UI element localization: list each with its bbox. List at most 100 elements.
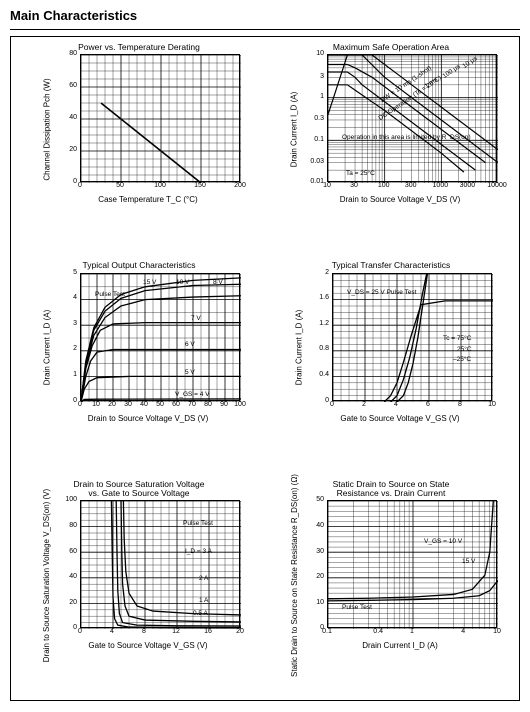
x-tick-label: 100 bbox=[150, 182, 170, 189]
x-tick-label: 8 bbox=[450, 401, 470, 408]
chart-area: Channel Dissipation Pch (W)0204060800501… bbox=[38, 54, 240, 204]
x-tick-label: 0.4 bbox=[368, 628, 388, 635]
x-tick-label: 10000 bbox=[487, 182, 507, 189]
x-tick-label: 50 bbox=[110, 182, 130, 189]
y-axis-label: Drain Current I_D (A) bbox=[43, 310, 52, 386]
y-tick-label: 0.03 bbox=[304, 158, 324, 165]
chart-annotation: 8 V bbox=[213, 280, 223, 287]
y-tick-label: 0.8 bbox=[309, 345, 329, 352]
y-tick-label: 1 bbox=[57, 371, 77, 378]
y-tick-label: 10 bbox=[304, 599, 324, 606]
y-tick-label: 20 bbox=[57, 599, 77, 606]
y-tick-label: 80 bbox=[57, 50, 77, 57]
series-line bbox=[123, 501, 241, 615]
plot-box: Operation in this area is limited by R_D… bbox=[327, 54, 497, 182]
chart-annotation: 10 V bbox=[176, 280, 189, 287]
chart-annotation: 5 V bbox=[185, 370, 195, 377]
chart-annotation: Tc = 75°C bbox=[443, 336, 471, 343]
y-tick-label: 40 bbox=[304, 522, 324, 529]
x-tick-label: 10 bbox=[487, 628, 507, 635]
y-tick-label: 2 bbox=[309, 269, 329, 276]
x-tick-label: 0 bbox=[70, 628, 90, 635]
y-tick-label: 4 bbox=[57, 294, 77, 301]
plot-box: V_GS = 10 V 15 V Pulse Test bbox=[327, 500, 497, 628]
x-tick-label: 150 bbox=[190, 182, 210, 189]
plot-box: V_DS = 25 V Pulse Test Tc = 75°C 25°C –25°C bbox=[332, 273, 492, 401]
x-tick-label: 100 bbox=[230, 401, 250, 408]
y-tick-label: 0.3 bbox=[304, 115, 324, 122]
y-axis-label: Channel Dissipation Pch (W) bbox=[43, 78, 52, 180]
y-tick-label: 1.6 bbox=[309, 294, 329, 301]
x-tick-label: 0.1 bbox=[317, 628, 337, 635]
x-tick-label: 6 bbox=[418, 401, 438, 408]
chart-title: Power vs. Temperature Derating bbox=[78, 43, 200, 52]
x-tick-label: 16 bbox=[198, 628, 218, 635]
chart-title: Static Drain to Source on State Resistan… bbox=[333, 480, 450, 499]
x-tick-label: 200 bbox=[230, 182, 250, 189]
y-tick-label: 0.4 bbox=[309, 371, 329, 378]
y-tick-label: 20 bbox=[304, 573, 324, 580]
chart-annotation: –25°C bbox=[453, 357, 471, 364]
x-tick-label: 4 bbox=[386, 401, 406, 408]
chart-title: Maximum Safe Operation Area bbox=[333, 43, 449, 52]
x-axis-label: Drain Current I_D (A) bbox=[362, 641, 438, 650]
y-tick-label: 2 bbox=[57, 345, 77, 352]
plot-box: Pulse Test15 V10 V8 V7 V6 V5 VV_GS = 4 V bbox=[80, 273, 240, 401]
x-tick-label: 12 bbox=[166, 628, 186, 635]
chart-title: Typical Transfer Characteristics bbox=[332, 261, 451, 270]
x-axis-label: Drain to Source Voltage V_DS (V) bbox=[340, 195, 461, 204]
y-tick-label: 40 bbox=[57, 573, 77, 580]
x-tick-label: 100 bbox=[374, 182, 394, 189]
x-tick-label: 0 bbox=[70, 182, 90, 189]
chart-grid: Power vs. Temperature Derating Channel Di… bbox=[15, 43, 515, 694]
y-tick-label: 10 bbox=[304, 50, 324, 57]
x-tick-label: 4 bbox=[453, 628, 473, 635]
page-hr bbox=[10, 29, 520, 30]
x-axis-label: Gate to Source Voltage V_GS (V) bbox=[340, 414, 459, 423]
chart-annotation: 25°C bbox=[457, 347, 472, 354]
x-tick-label: 4 bbox=[102, 628, 122, 635]
chart-area: Drain Current I_D (A)00.40.81.21.62V_DS … bbox=[290, 273, 492, 423]
y-axis-label: Static Drain to Source on State Resistan… bbox=[290, 474, 299, 677]
chart-annotation: Pulse Test bbox=[342, 605, 372, 612]
y-tick-label: 1 bbox=[304, 93, 324, 100]
x-axis-label: Drain to Source Voltage V_DS (V) bbox=[88, 414, 209, 423]
y-axis-label: Drain to Source Saturation Voltage V_DS(… bbox=[43, 489, 52, 662]
chart-annotation: Pulse Test bbox=[95, 292, 125, 299]
chart-annotation: 15 V bbox=[462, 559, 475, 566]
x-tick-label: 1 bbox=[402, 628, 422, 635]
y-tick-label: 60 bbox=[57, 548, 77, 555]
chart-annotation: Pulse Test bbox=[183, 521, 213, 528]
chart-panel-vdson: Drain to Source Saturation Voltage vs. G… bbox=[15, 480, 263, 694]
y-tick-label: 3 bbox=[304, 73, 324, 80]
chart-panel-rdson: Static Drain to Source on State Resistan… bbox=[267, 480, 515, 694]
series-line bbox=[328, 501, 493, 599]
plot-box: Pulse TestI_D = 3 A2 A1 A0.5 A bbox=[80, 500, 240, 628]
x-tick-label: 30 bbox=[344, 182, 364, 189]
x-tick-label: 1000 bbox=[430, 182, 450, 189]
y-tick-label: 60 bbox=[57, 82, 77, 89]
chart-panel-soa: Maximum Safe Operation AreaDrain Current… bbox=[267, 43, 515, 257]
chart-annotation: 2 A bbox=[199, 576, 208, 583]
chart-annotation: 7 V bbox=[191, 316, 201, 323]
series-line bbox=[116, 501, 241, 626]
y-tick-label: 30 bbox=[304, 548, 324, 555]
chart-panel-transfer: Typical Transfer CharacteristicsDrain Cu… bbox=[267, 261, 515, 475]
x-tick-label: 0 bbox=[322, 401, 342, 408]
chart-area: Drain Current I_D (A)012345Pulse Test15 … bbox=[38, 273, 240, 423]
x-axis-label: Case Temperature T_C (°C) bbox=[98, 195, 197, 204]
y-tick-label: 5 bbox=[57, 269, 77, 276]
chart-annotation: V_GS = 10 V bbox=[424, 539, 462, 546]
chart-annotation: 6 V bbox=[185, 342, 195, 349]
y-tick-label: 0.1 bbox=[304, 136, 324, 143]
x-tick-label: 20 bbox=[230, 628, 250, 635]
y-tick-label: 1.2 bbox=[309, 320, 329, 327]
y-tick-label: 20 bbox=[57, 146, 77, 153]
plot-box bbox=[80, 54, 240, 182]
x-tick-label: 2 bbox=[354, 401, 374, 408]
y-tick-label: 80 bbox=[57, 522, 77, 529]
series-line bbox=[111, 501, 241, 628]
chart-annotation: V_DS = 25 V Pulse Test bbox=[347, 290, 416, 297]
chart-area: Drain Current I_D (A)0.010.030.10.31310O… bbox=[285, 54, 497, 204]
chart-annotation: V_GS = 4 V bbox=[175, 392, 210, 399]
